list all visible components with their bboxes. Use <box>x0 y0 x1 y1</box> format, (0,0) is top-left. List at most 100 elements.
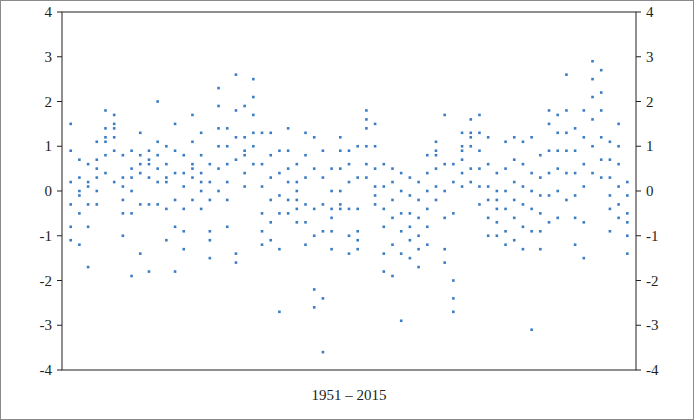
point <box>252 78 255 81</box>
point <box>209 199 212 202</box>
point <box>165 208 168 211</box>
point <box>539 230 542 233</box>
point <box>487 234 490 237</box>
point <box>443 190 446 193</box>
point <box>139 252 142 255</box>
point <box>209 163 212 166</box>
point <box>287 199 290 202</box>
point <box>530 172 533 175</box>
point <box>469 167 472 170</box>
point <box>322 230 325 233</box>
point <box>130 275 133 278</box>
point <box>243 149 246 152</box>
point <box>130 149 133 152</box>
point <box>148 270 151 273</box>
point <box>156 181 159 184</box>
point <box>122 234 125 237</box>
point <box>426 190 429 193</box>
point <box>513 239 516 242</box>
point <box>339 208 342 211</box>
point <box>165 163 168 166</box>
point <box>609 208 612 211</box>
point <box>556 217 559 220</box>
y-tick-label: 1 <box>45 138 53 154</box>
point <box>226 226 229 229</box>
point <box>469 118 472 121</box>
point <box>122 212 125 215</box>
point <box>478 167 481 170</box>
point <box>452 212 455 215</box>
point <box>469 181 472 184</box>
point <box>513 181 516 184</box>
point <box>191 167 194 170</box>
point <box>104 154 107 157</box>
point <box>269 132 272 135</box>
y2-tick <box>636 56 641 57</box>
point <box>226 199 229 202</box>
point <box>104 140 107 143</box>
point <box>78 243 81 246</box>
point <box>487 217 490 220</box>
point <box>69 149 72 152</box>
point <box>583 221 586 224</box>
y-tick-label: 0 <box>45 183 53 199</box>
point <box>287 212 290 215</box>
point <box>174 172 177 175</box>
point <box>591 78 594 81</box>
y-tick <box>57 146 62 147</box>
y-tick-label: 4 <box>45 4 53 20</box>
point <box>217 87 220 90</box>
point <box>530 136 533 139</box>
y-tick-label: 3 <box>45 49 53 65</box>
point <box>409 226 412 229</box>
point <box>235 136 238 139</box>
point <box>339 203 342 206</box>
point <box>217 105 220 108</box>
point <box>565 149 568 152</box>
point <box>209 230 212 233</box>
point <box>365 176 368 179</box>
point <box>69 203 72 206</box>
point <box>583 185 586 188</box>
point <box>104 172 107 175</box>
point <box>322 351 325 354</box>
point <box>409 176 412 179</box>
point <box>513 136 516 139</box>
point <box>252 96 255 99</box>
point <box>296 221 299 224</box>
point <box>400 252 403 255</box>
point <box>365 163 368 166</box>
point <box>69 123 72 126</box>
point <box>400 212 403 215</box>
y2-tick-label: 3 <box>646 49 654 65</box>
point <box>261 212 264 215</box>
point <box>200 208 203 211</box>
point <box>522 226 525 229</box>
point <box>348 252 351 255</box>
point <box>235 252 238 255</box>
point <box>304 243 307 246</box>
y2-tick <box>636 191 641 192</box>
point <box>417 217 420 220</box>
point <box>461 158 464 161</box>
point <box>530 208 533 211</box>
point <box>78 212 81 215</box>
point <box>417 266 420 269</box>
point <box>235 261 238 264</box>
point <box>600 136 603 139</box>
point <box>113 127 116 130</box>
point <box>522 203 525 206</box>
point <box>69 239 72 242</box>
point <box>513 158 516 161</box>
point <box>330 190 333 193</box>
point <box>252 145 255 148</box>
point <box>113 149 116 152</box>
point <box>235 73 238 76</box>
point <box>313 167 316 170</box>
point <box>148 163 151 166</box>
point <box>382 163 385 166</box>
y2-tick-label: -3 <box>646 317 659 333</box>
point <box>356 230 359 233</box>
y-tick <box>57 370 62 371</box>
point <box>600 69 603 72</box>
